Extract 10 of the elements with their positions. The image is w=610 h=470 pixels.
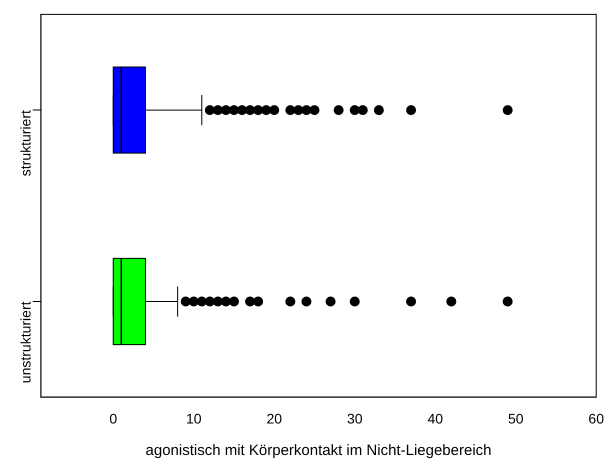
y-tick-label: strukturiert [18, 110, 34, 176]
x-tick-label: 50 [508, 410, 524, 426]
x-tick-label: 0 [109, 410, 118, 426]
x-tick-label: 60 [588, 410, 604, 426]
y-tick-label: unstrukturiert [18, 301, 34, 384]
x-tick-label: 20 [266, 410, 282, 426]
x-tick-label: 10 [186, 410, 202, 426]
x-tick-label: 30 [346, 410, 363, 426]
x-tick-label: 40 [427, 410, 444, 426]
x-axis-title: agonistisch mit Körperkontakt im Nicht-Liegebereich [146, 442, 492, 460]
